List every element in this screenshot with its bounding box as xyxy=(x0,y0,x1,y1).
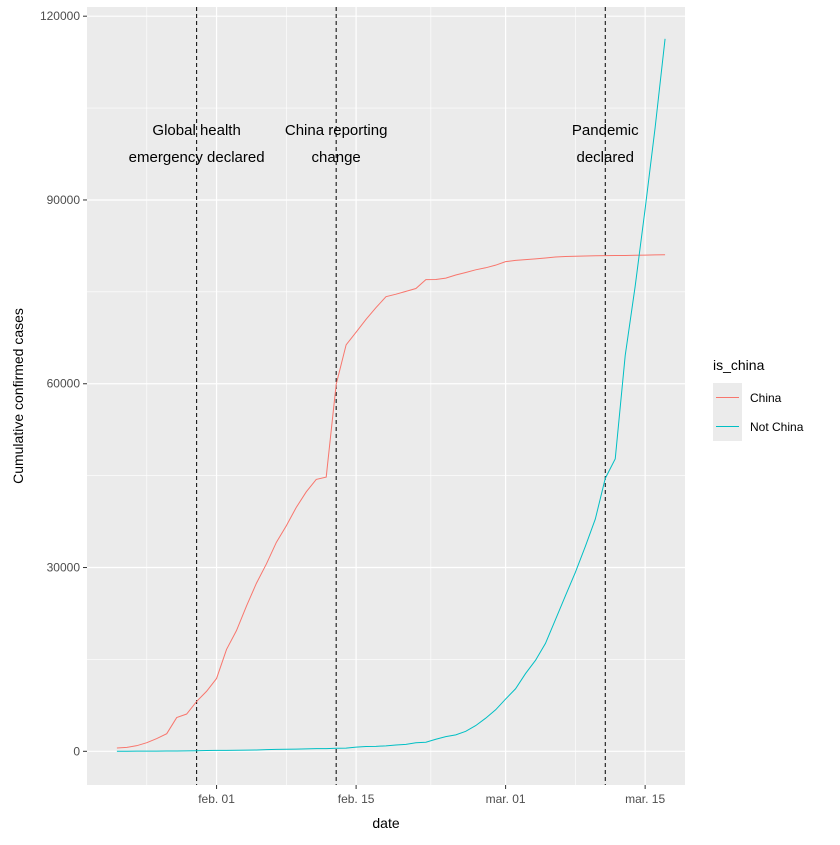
y-axis-title: Cumulative confirmed cases xyxy=(10,308,26,484)
event-annotation: Global health emergency declared xyxy=(129,122,265,166)
vline-layer xyxy=(196,7,606,785)
panel-background xyxy=(87,7,685,785)
legend-label: Not China xyxy=(750,420,804,434)
x-tick-label: feb. 01 xyxy=(198,792,235,806)
y-tick-label: 90000 xyxy=(47,193,81,207)
annotation-line: Pandemic xyxy=(572,122,639,139)
y-tick-label: 120000 xyxy=(40,9,80,23)
annotation-line: China reporting xyxy=(285,122,388,139)
y-tick-label: 30000 xyxy=(47,561,81,575)
legend-title: is_china xyxy=(713,357,765,373)
series-line-china xyxy=(116,254,666,749)
x-axis-title: date xyxy=(372,815,399,831)
annotation-line: change xyxy=(312,149,361,166)
x-tick-label: mar. 01 xyxy=(486,792,526,806)
annotation-layer: Global health emergency declared China rep… xyxy=(129,122,639,166)
grid-layer xyxy=(87,7,685,785)
y-tick-label: 60000 xyxy=(47,377,81,391)
annotation-line: Global health xyxy=(152,122,240,139)
legend-label: China xyxy=(750,391,782,405)
series-layer xyxy=(116,38,666,752)
event-annotation: China reporting change xyxy=(285,122,388,166)
annotation-line: declared xyxy=(576,149,634,166)
legend: is_china China Not China xyxy=(713,357,804,441)
x-tick-label: feb. 15 xyxy=(338,792,375,806)
axis-layer: 0 30000 60000 90000 120000 feb. 01 feb. 15 mar.… xyxy=(40,9,666,806)
x-tick-label: mar. 15 xyxy=(625,792,665,806)
annotation-line: emergency declared xyxy=(129,149,265,166)
y-tick-label: 0 xyxy=(73,744,80,758)
event-annotation: Pandemic declared xyxy=(572,122,639,166)
series-line-not-china xyxy=(116,38,666,752)
